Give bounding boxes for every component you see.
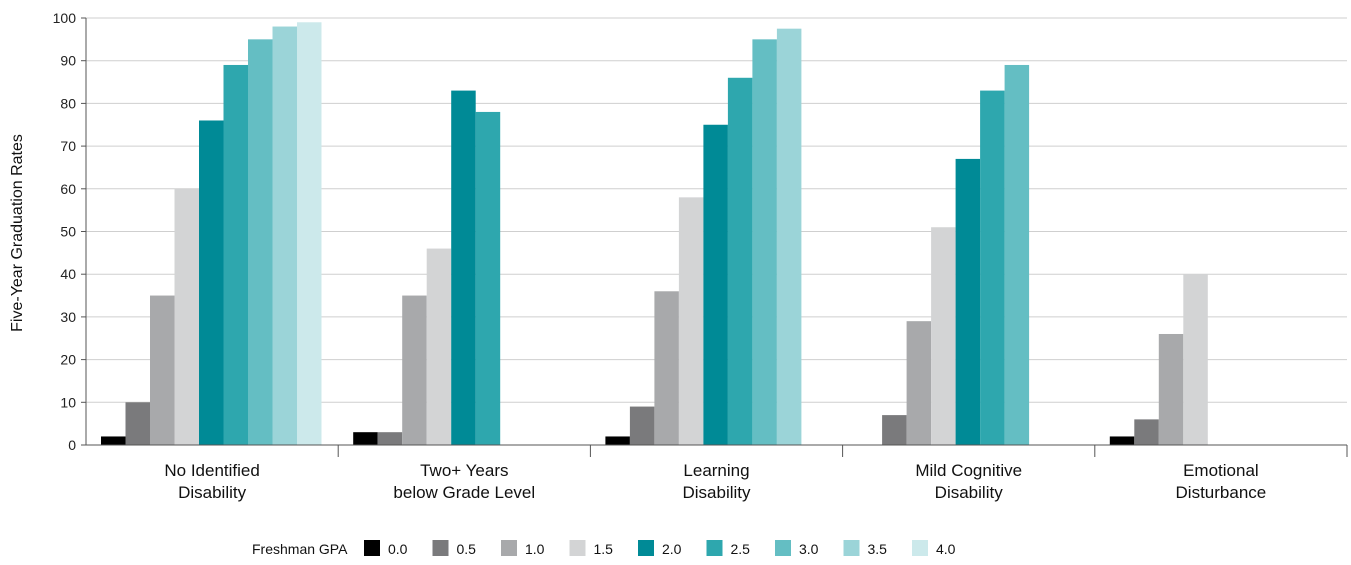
bar-1-1 [377,432,403,445]
y-tick-label: 40 [60,266,76,282]
y-axis-label: Five-Year Graduation Rates [9,134,26,332]
bar-8-0 [297,22,322,446]
bar-4-2 [703,124,728,445]
bar-3-4 [1183,274,1208,445]
bar-1-4 [1134,419,1159,445]
y-tick-label: 80 [60,95,76,111]
x-category-label: below Grade Level [393,483,535,502]
bar-3-2 [678,197,704,445]
bars [101,22,1208,446]
legend: Freshman GPA 0.0 0.5 1.0 1.5 2.0 2.5 3.0 3.5 4.0 [252,540,956,557]
bar-3-0 [174,188,199,446]
x-category-label: Emotional [1183,461,1259,480]
legend-label-1: 0.5 [457,541,477,557]
bar-5-2 [727,77,753,445]
bar-0-4 [1109,436,1135,445]
bar-1-0 [125,402,150,445]
bar-5-0 [223,64,248,445]
x-category-label: Two+ Years [420,461,508,480]
x-category-label: Mild Cognitive [915,461,1022,480]
bar-4-3 [955,158,981,445]
bar-5-3 [980,90,1005,445]
bar-3-3 [931,227,956,445]
x-category-label: No Identified [164,461,259,480]
bar-6-3 [1004,64,1030,445]
bar-7-2 [776,28,802,446]
bar-1-2 [629,406,655,445]
x-category-label: Disturbance [1176,483,1267,502]
legend-swatch-8 [912,540,928,556]
legend-swatch-2 [501,540,517,556]
y-tick-label: 50 [60,224,76,240]
y-tick-label: 90 [60,53,76,69]
y-tick-label: 60 [60,181,76,197]
legend-label-6: 3.0 [799,541,819,557]
legend-swatch-1 [432,540,449,556]
bar-5-1 [475,111,501,445]
bar-6-0 [248,39,273,445]
legend-label-2: 1.0 [525,541,545,557]
x-category-label: Disability [935,483,1004,502]
y-tick-label: 20 [60,352,76,368]
x-category-label: Disability [682,483,751,502]
legend-label-7: 3.5 [868,541,888,557]
bar-1-3 [882,415,907,445]
bar-2-2 [654,291,679,445]
bar-2-1 [402,295,427,445]
legend-swatch-6 [775,540,791,556]
legend-title: Freshman GPA [252,541,348,557]
legend-label-0: 0.0 [388,541,408,557]
bar-4-0 [199,120,224,445]
legend-swatch-0 [364,540,380,556]
legend-swatch-3 [569,540,586,556]
y-tick-label: 30 [60,309,76,325]
x-category-label: Disability [178,483,247,502]
bar-2-0 [150,295,175,445]
bar-2-3 [906,321,932,445]
bar-0-0 [101,436,126,445]
y-tick-label: 0 [68,437,76,453]
bar-0-1 [353,432,378,445]
legend-swatch-7 [843,540,860,556]
legend-swatch-4 [638,540,654,556]
bar-3-1 [426,248,452,445]
axes: 0 10 20 30 40 50 60 70 80 90 100 No Identified Disab… [53,10,1348,502]
y-tick-label: 10 [60,394,76,410]
bar-4-1 [451,90,476,445]
bar-7-0 [272,26,297,445]
legend-swatch-5 [706,540,723,556]
bar-6-2 [752,39,777,445]
y-tick-label: 70 [60,138,76,154]
x-category-label: Learning [683,461,749,480]
y-tick-label: 100 [53,10,77,26]
legend-label-3: 1.5 [594,541,614,557]
bar-2-4 [1158,333,1184,445]
legend-label-5: 2.5 [731,541,751,557]
bar-0-2 [605,436,630,445]
legend-label-4: 2.0 [662,541,682,557]
legend-label-8: 4.0 [936,541,956,557]
